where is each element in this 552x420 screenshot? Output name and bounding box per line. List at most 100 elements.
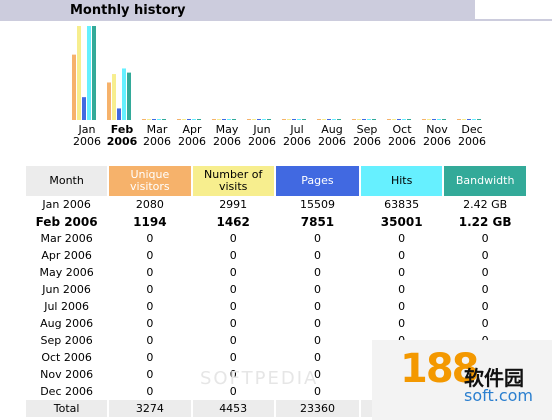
cell-unique: 0 — [146, 385, 154, 398]
cell-bandwidth: 0 — [481, 283, 489, 296]
cell-pages: 0 — [313, 368, 321, 381]
cell-visits: 0 — [229, 385, 237, 398]
chart-bar — [357, 119, 361, 120]
chart-bar — [352, 119, 356, 120]
chart-bar — [107, 82, 111, 120]
cell-hits: 0 — [398, 317, 406, 330]
chart-bar — [227, 119, 231, 120]
cell-visits: 2991 — [219, 198, 248, 211]
month-label: Apr 2006 — [175, 124, 209, 148]
logo-chinese: 软件园 — [464, 366, 524, 390]
chart-bar — [267, 119, 271, 120]
cell-unique: 0 — [146, 249, 154, 262]
chart-bar — [187, 119, 191, 120]
cell-pages: 0 — [313, 283, 321, 296]
chart-bar — [302, 119, 306, 120]
total-label: Total — [26, 400, 108, 417]
table-row: Jan 2006 2080 2991 15509 63835 2.42 GB — [26, 196, 526, 213]
cell-unique: 0 — [146, 368, 154, 381]
chart-bar — [122, 68, 126, 120]
table-header-row: Month Unique visitors Number of visits P… — [26, 166, 526, 196]
softpedia-watermark: SOFTPEDIA — [200, 368, 319, 389]
header-bandwidth: Bandwidth — [444, 166, 526, 196]
chart-bar — [387, 119, 391, 120]
cell-bandwidth: 1.22 GB — [458, 214, 512, 229]
month-label: Oct 2006 — [385, 124, 419, 148]
site-logo-watermark: 188 软件园 soft.com — [372, 340, 552, 420]
table-row: Feb 2006 1194 1462 7851 35001 1.22 GB — [26, 213, 526, 230]
cell-pages: 15509 — [299, 198, 335, 211]
cell-hits: 0 — [398, 300, 406, 313]
cell-unique: 0 — [146, 351, 154, 364]
month-name: Dec — [461, 123, 483, 136]
chart-bar — [472, 119, 476, 120]
month-label: Aug 2006 — [315, 124, 349, 148]
cell-month: Aug 2006 — [40, 317, 94, 330]
month-label: Mar 2006 — [140, 124, 174, 148]
chart-bar — [142, 119, 146, 120]
month-label: Dec 2006 — [455, 124, 489, 148]
chart-bar — [432, 119, 436, 120]
cell-hits: 0 — [398, 283, 406, 296]
chart-bar — [182, 119, 186, 120]
month-year: 2006 — [283, 135, 311, 148]
cell-month: Sep 2006 — [40, 334, 93, 347]
month-name: Jul — [290, 123, 304, 136]
cell-unique: 0 — [146, 300, 154, 313]
cell-hits: 0 — [398, 232, 406, 245]
section-title: Monthly history — [70, 3, 186, 18]
total-pages: 23360 — [275, 400, 360, 417]
table-row: Apr 2006 0 0 0 0 0 — [26, 247, 526, 264]
chart-bar — [327, 119, 331, 120]
section-title-bar: Monthly history — [0, 0, 552, 21]
header-month: Month — [26, 166, 108, 196]
chart-bar — [392, 119, 396, 120]
chart-bar — [292, 119, 296, 120]
chart-bar — [332, 119, 336, 120]
cell-month: Jun 2006 — [42, 283, 91, 296]
cell-visits: 0 — [229, 317, 237, 330]
cell-pages: 0 — [313, 300, 321, 313]
month-label: May 2006 — [210, 124, 244, 148]
cell-pages: 7851 — [300, 214, 335, 229]
cell-unique: 0 — [146, 334, 154, 347]
month-year: 2006 — [73, 135, 101, 148]
chart-bar — [92, 26, 96, 120]
month-name: Apr — [182, 123, 202, 136]
chart-bar — [467, 119, 471, 120]
chart-bar — [442, 119, 446, 120]
title-underline — [475, 19, 552, 21]
cell-visits: 0 — [229, 368, 237, 381]
chart-bar — [457, 119, 461, 120]
header-number-of-visits: Number of visits — [192, 166, 274, 196]
cell-visits: 0 — [229, 283, 237, 296]
cell-visits: 0 — [229, 249, 237, 262]
cell-pages: 0 — [313, 317, 321, 330]
month-name: Mar — [146, 123, 168, 136]
chart-bar — [192, 119, 196, 120]
month-label: Jan 2006 — [70, 124, 104, 148]
chart-bar — [217, 119, 221, 120]
cell-pages: 0 — [313, 266, 321, 279]
chart-bar — [162, 119, 166, 120]
header-pages: Pages — [275, 166, 360, 196]
cell-unique: 0 — [146, 232, 154, 245]
chart-bar — [462, 119, 466, 120]
cell-visits: 0 — [229, 300, 237, 313]
chart-bar — [397, 119, 401, 120]
chart-bar — [252, 119, 256, 120]
chart-bar — [72, 54, 76, 121]
month-year: 2006 — [106, 135, 138, 148]
header-hits: Hits — [361, 166, 443, 196]
month-label: Feb 2006 — [105, 124, 139, 148]
cell-month: Mar 2006 — [40, 232, 93, 245]
cell-bandwidth: 0 — [481, 249, 489, 262]
chart-bar — [317, 119, 321, 120]
chart-bar — [152, 119, 156, 120]
chart-bar — [157, 119, 161, 120]
month-label: Jul 2006 — [280, 124, 314, 148]
month-label: Sep 2006 — [350, 124, 384, 148]
chart-bar — [362, 119, 366, 120]
cell-bandwidth: 0 — [481, 317, 489, 330]
month-year: 2006 — [213, 135, 241, 148]
